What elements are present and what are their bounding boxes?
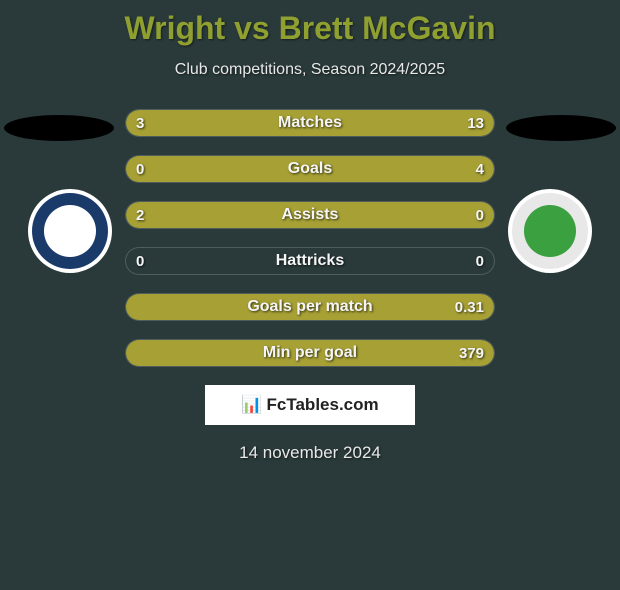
page-title: Wright vs Brett McGavin (0, 10, 620, 47)
stat-row: 379Min per goal (125, 339, 495, 367)
snapshot-date: 14 november 2024 (0, 443, 620, 463)
source-badge: FcTables.com (205, 385, 415, 425)
stat-label: Goals per match (126, 294, 494, 320)
stat-row: 0.31Goals per match (125, 293, 495, 321)
stats-bars: 313Matches 04Goals 20Assists 00Hattricks 0.3… (125, 109, 495, 367)
stat-row: 20Assists (125, 201, 495, 229)
stat-label: Hattricks (126, 248, 494, 274)
stat-row: 00Hattricks (125, 247, 495, 275)
source-label: FcTables.com (241, 395, 378, 414)
page-subtitle: Club competitions, Season 2024/2025 (0, 61, 620, 79)
stat-label: Goals (126, 156, 494, 182)
comparison-panel: 313Matches 04Goals 20Assists 00Hattricks 0.3… (0, 109, 620, 463)
stat-row: 04Goals (125, 155, 495, 183)
player-placeholder-left (4, 115, 114, 141)
club-badge-left (28, 189, 112, 273)
stat-row: 313Matches (125, 109, 495, 137)
stat-label: Min per goal (126, 340, 494, 366)
stat-label: Matches (126, 110, 494, 136)
stat-label: Assists (126, 202, 494, 228)
player-placeholder-right (506, 115, 616, 141)
club-badge-right (508, 189, 592, 273)
